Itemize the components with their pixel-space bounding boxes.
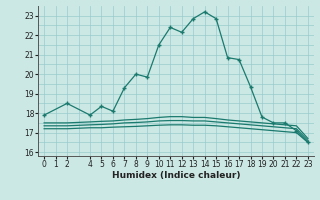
X-axis label: Humidex (Indice chaleur): Humidex (Indice chaleur)	[112, 171, 240, 180]
